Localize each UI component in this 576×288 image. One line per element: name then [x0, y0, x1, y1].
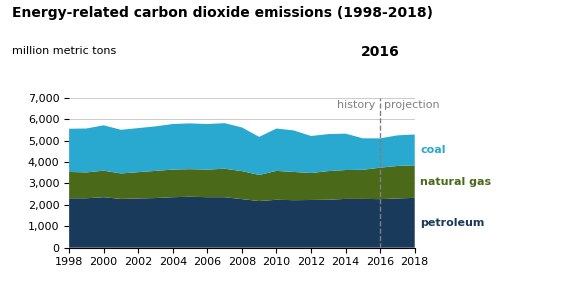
Text: projection: projection: [385, 101, 440, 110]
Text: petroleum: petroleum: [420, 218, 485, 228]
Text: coal: coal: [420, 145, 446, 155]
Text: natural gas: natural gas: [420, 177, 491, 187]
Text: history: history: [338, 101, 376, 110]
Text: million metric tons: million metric tons: [12, 46, 116, 56]
Text: 2016: 2016: [361, 45, 400, 59]
Text: Energy-related carbon dioxide emissions (1998-2018): Energy-related carbon dioxide emissions …: [12, 6, 433, 20]
